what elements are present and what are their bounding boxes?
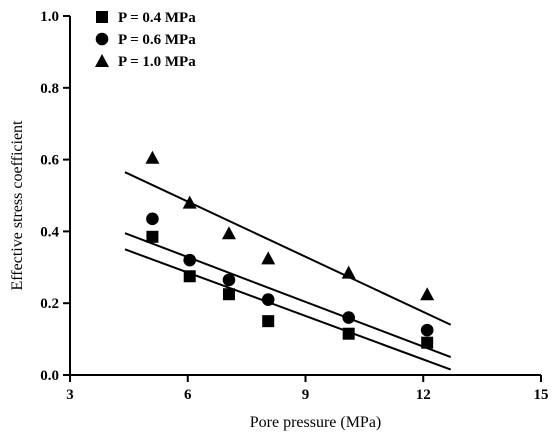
data-point-square: [183, 270, 196, 283]
data-point-square: [342, 327, 355, 340]
data-points: [145, 150, 435, 349]
y-tick-label: 0.2: [40, 296, 59, 312]
x-tick-label: 9: [302, 387, 310, 403]
legend-marker-triangle: [95, 54, 109, 67]
legend-label: P = 0.6 MPa: [118, 32, 196, 48]
data-point-square: [146, 230, 159, 243]
legend-marker-square: [96, 11, 108, 23]
data-point-triangle: [145, 150, 160, 164]
x-tick-label: 3: [66, 387, 74, 403]
data-point-circle: [342, 311, 355, 324]
data-point-circle: [183, 253, 197, 267]
data-point-square: [222, 288, 235, 301]
data-point-circle: [420, 323, 434, 337]
data-point-triangle: [341, 265, 356, 279]
legend-marker-circle: [95, 32, 109, 46]
fit-line-square: [124, 248, 452, 371]
fit-lines: [124, 171, 452, 371]
data-point-triangle: [182, 195, 197, 209]
data-point-square: [262, 315, 275, 328]
x-axis-title: Pore pressure (MPa): [250, 414, 382, 431]
x-tick-label: 15: [534, 387, 549, 403]
data-point-triangle: [261, 251, 276, 265]
x-tick-label: 12: [416, 387, 431, 403]
y-tick-label: 0.0: [40, 368, 59, 384]
data-point-triangle: [420, 287, 435, 301]
data-point-triangle: [221, 226, 236, 240]
data-point-circle: [261, 293, 275, 306]
y-tick-label: 0.6: [40, 153, 59, 169]
data-point-circle: [222, 273, 236, 287]
data-point-square: [421, 336, 434, 349]
y-tick-label: 1.0: [40, 9, 59, 25]
fit-line-circle: [124, 232, 452, 358]
legend-label: P = 0.4 MPa: [118, 10, 196, 26]
y-tick-label: 0.4: [40, 224, 59, 240]
y-tick-label: 0.8: [40, 81, 59, 97]
x-tick-label: 6: [184, 387, 192, 403]
y-axis-title: Effective stress coefficient: [9, 120, 26, 291]
legend-label: P = 1.0 MPa: [118, 54, 196, 70]
legend: P = 0.4 MPa P = 0.6 MPa P = 1.0 MPa: [95, 10, 196, 70]
fit-line-triangle: [124, 171, 452, 326]
data-point-circle: [146, 212, 159, 226]
axes: 3 6 9 12 15 0.0 0.2 0.4 0.6 0.8 1.0: [40, 9, 548, 403]
